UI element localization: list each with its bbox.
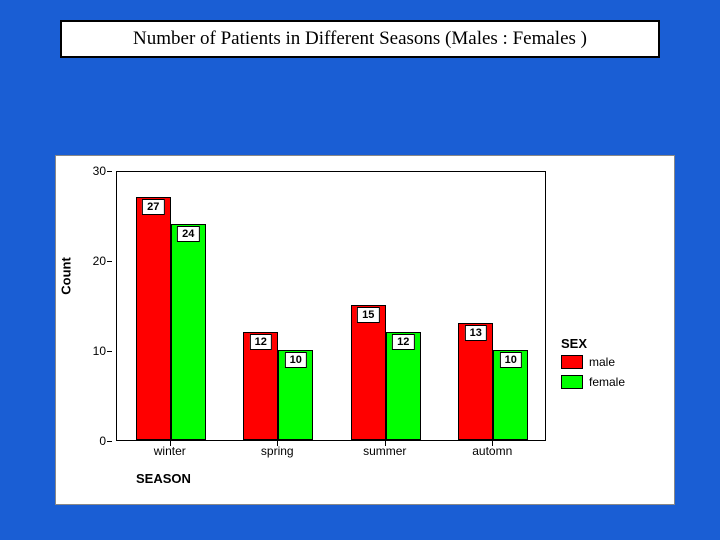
title-box: Number of Patients in Different Seasons … — [60, 20, 660, 58]
y-axis-ticks: 0102030 — [56, 171, 112, 441]
y-tick-label: 10 — [93, 344, 106, 358]
legend-label: male — [589, 355, 615, 369]
legend-title: SEX — [561, 336, 666, 351]
bar-male — [351, 305, 386, 440]
x-axis-title: SEASON — [136, 471, 191, 486]
x-axis-labels: winter spring summer automn — [116, 444, 546, 464]
x-tick-label: summer — [363, 444, 406, 458]
x-tick-label: winter — [154, 444, 186, 458]
bar-male — [136, 197, 171, 440]
bar-value-label: 15 — [357, 307, 379, 323]
x-tick-label: automn — [472, 444, 512, 458]
y-tick-label: 0 — [99, 434, 106, 448]
bar-female — [171, 224, 206, 440]
bar-value-label: 27 — [142, 199, 164, 215]
bar-value-label: 24 — [177, 226, 199, 242]
chart-container: 0 10 20 30 27 24 12 10 15 12 13 10 winter spring sum… — [55, 155, 675, 505]
y-tick-label: 30 — [93, 164, 106, 178]
bar-value-label: 10 — [285, 352, 307, 368]
legend-label: female — [589, 375, 625, 389]
legend-item-female: female — [561, 375, 666, 389]
bar-value-label: 13 — [465, 325, 487, 341]
x-tick-label: spring — [261, 444, 294, 458]
plot-area: 27 24 12 10 15 12 13 10 — [116, 171, 546, 441]
bar-value-label: 10 — [500, 352, 522, 368]
legend-item-male: male — [561, 355, 666, 369]
bar-value-label: 12 — [392, 334, 414, 350]
legend-swatch — [561, 355, 583, 369]
legend-swatch — [561, 375, 583, 389]
y-tick-label: 20 — [93, 254, 106, 268]
slide-page: Number of Patients in Different Seasons … — [0, 0, 720, 540]
chart-title: Number of Patients in Different Seasons … — [133, 28, 587, 49]
bar-value-label: 12 — [250, 334, 272, 350]
legend: SEX male female — [561, 336, 666, 395]
y-axis-title: Count — [59, 257, 74, 295]
